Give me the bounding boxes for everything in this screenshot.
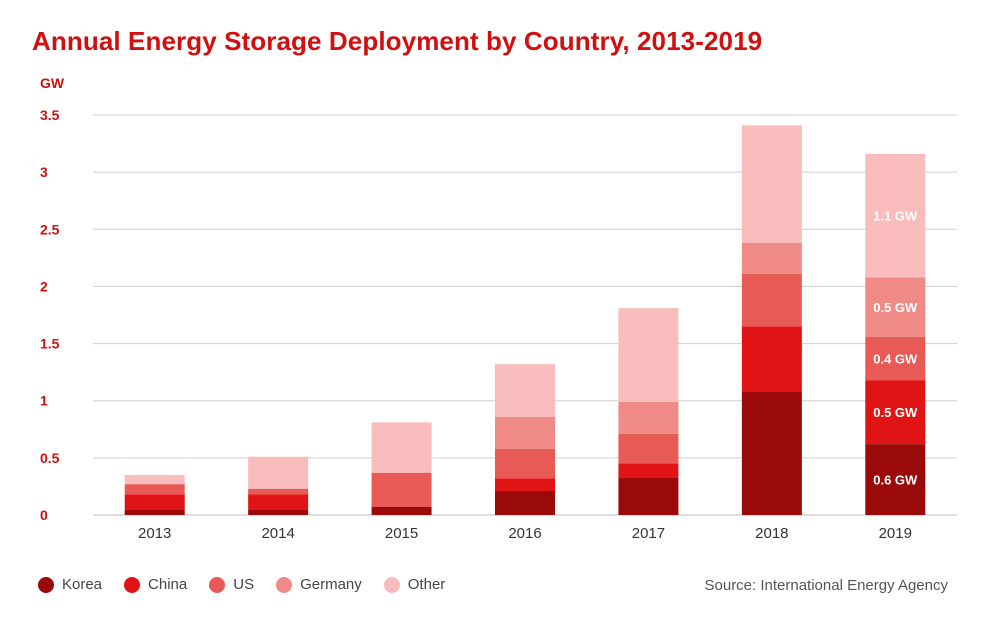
y-axis-ticks: 0 0.5 1 1.5 2 2.5 3 3.5 — [40, 107, 60, 523]
bar-segment-other-2013 — [124, 475, 185, 485]
bar-segment-us-2018 — [741, 273, 802, 327]
bar-segment-germany-2016 — [495, 416, 555, 449]
data-labels: 0.6 GW 0.5 GW 0.4 GW 0.5 GW 1.1 GW — [873, 209, 918, 488]
source-note: Source: International Energy Agency — [704, 577, 949, 594]
bar-segment-china-2018 — [741, 326, 802, 392]
legend-swatch — [383, 576, 400, 593]
x-tick-label: 2018 — [755, 525, 788, 542]
x-tick-label: 2019 — [879, 525, 912, 542]
legend-swatch — [276, 576, 293, 593]
y-tick-label: 2 — [40, 278, 48, 294]
bar-segment-germany-2018 — [741, 243, 802, 274]
legend-item-other: Other — [383, 576, 446, 593]
bar-segment-korea-2019 — [865, 444, 926, 515]
bar-segment-china-2019 — [865, 380, 926, 445]
legend-label: Korea — [62, 576, 103, 593]
legend-label: Germany — [300, 576, 362, 593]
x-axis-ticks: 2013 2014 2015 2016 2017 2018 2019 — [138, 525, 912, 542]
bar-segment-china-2013 — [124, 494, 185, 510]
bar-segment-us-2016 — [495, 448, 555, 479]
x-tick-label: 2017 — [632, 525, 665, 542]
legend-label: Other — [407, 576, 446, 593]
legend-item-china: China — [124, 576, 187, 593]
bar-segment-other-2018 — [741, 125, 802, 243]
bar-segment-other-2015 — [371, 422, 432, 473]
bar-segment-us-2013 — [124, 484, 185, 495]
bar-segment-korea-2013 — [124, 509, 185, 515]
y-tick-label: 1 — [40, 393, 48, 409]
y-tick-label: 3.5 — [40, 107, 60, 123]
data-label: 1.1 GW — [873, 209, 918, 224]
bar-chart: GW 0 0.5 1 1.5 2 2.5 3 3.5 2013 2014 2015 2016 2017… — [40, 75, 957, 542]
bar-segment-us-2014 — [248, 488, 309, 495]
bar-segment-korea-2014 — [248, 509, 309, 515]
legend-item-us: US — [209, 576, 254, 593]
bar-segment-korea-2018 — [741, 391, 802, 515]
legend-swatch — [209, 576, 226, 593]
y-tick-label: 2.5 — [40, 221, 60, 237]
legend: Korea China US Germany Other — [38, 576, 467, 593]
chart-title: Annual Energy Storage Deployment by Coun… — [32, 26, 763, 56]
bar-segment-china-2014 — [248, 494, 309, 510]
bar-segment-us-2019 — [865, 336, 926, 381]
bars — [124, 125, 926, 515]
y-tick-label: 0.5 — [40, 450, 60, 466]
bar-segment-korea-2016 — [495, 491, 555, 515]
x-tick-label: 2014 — [261, 525, 294, 542]
x-tick-label: 2015 — [385, 525, 418, 542]
bar-segment-other-2019 — [865, 153, 926, 278]
y-tick-label: 1.5 — [40, 336, 60, 352]
x-tick-label: 2013 — [138, 525, 171, 542]
y-tick-label: 3 — [40, 164, 48, 180]
legend-swatch — [38, 576, 54, 593]
bar-segment-korea-2015 — [371, 507, 432, 515]
legend-label: China — [148, 576, 188, 593]
x-tick-label: 2016 — [508, 525, 541, 542]
bar-segment-china-2017 — [618, 463, 679, 478]
data-label: 0.5 GW — [873, 300, 918, 315]
legend-item-korea: Korea — [38, 576, 102, 593]
bar-segment-other-2017 — [618, 308, 679, 402]
legend-swatch — [124, 576, 141, 593]
bar-segment-other-2016 — [495, 364, 555, 417]
data-label: 0.4 GW — [873, 351, 918, 366]
bar-segment-korea-2017 — [618, 477, 679, 515]
y-tick-label: 0 — [40, 507, 48, 523]
y-axis-label: GW — [40, 75, 65, 91]
bar-segment-us-2015 — [371, 472, 432, 507]
bar-segment-germany-2017 — [618, 401, 679, 434]
bar-segment-us-2017 — [618, 433, 679, 464]
bar-segment-germany-2019 — [865, 277, 926, 337]
bar-segment-other-2014 — [248, 456, 309, 489]
bar-segment-china-2016 — [495, 478, 555, 491]
data-label: 0.6 GW — [873, 473, 918, 488]
data-label: 0.5 GW — [873, 405, 918, 420]
legend-label: US — [233, 576, 255, 593]
legend-item-germany: Germany — [276, 576, 362, 593]
